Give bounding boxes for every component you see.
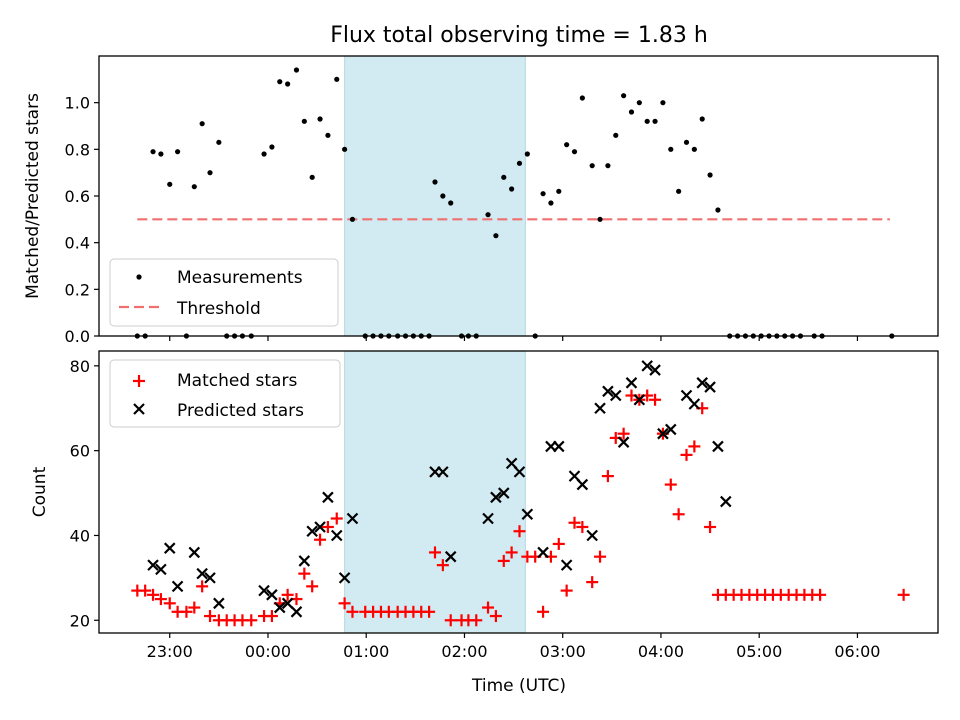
bottom-y-tick-label: 60 [70,442,90,461]
bottom-legend: Matched stars Predicted stars [110,360,340,427]
x-tick-label: 00:00 [245,642,291,661]
legend-matched-label: Matched stars [177,371,297,391]
measurement-point [564,142,569,147]
x-axis-label: Time (UTC) [471,676,566,696]
measurement-point [540,191,545,196]
measurement-point [294,67,299,72]
measurement-point [325,133,330,138]
measurement-point [629,109,634,114]
measurement-point [207,170,212,175]
measurement-point [261,151,266,156]
measurement-point [493,233,498,238]
measurement-point [715,207,720,212]
measurement-point [700,116,705,121]
measurement-point [310,175,315,180]
measurement-point [192,184,197,189]
measurement-point [285,81,290,86]
legend-measurements-label: Measurements [177,268,303,288]
measurement-point [302,119,307,124]
x-tick-label: 05:00 [736,642,782,661]
measurement-point [216,140,221,145]
measurement-point [556,189,561,194]
figure: Flux total observing time = 1.83 h 0.0 0.… [0,0,960,720]
measurement-point [501,175,506,180]
measurement-point [613,133,618,138]
x-tick-label: 04:00 [638,642,684,661]
legend-measurement-marker [136,274,141,279]
measurement-point [269,144,274,149]
measurement-point [572,149,577,154]
top-y-tick-label: 1.0 [65,94,90,113]
x-tick-label: 02:00 [441,642,487,661]
measurement-point [509,186,514,191]
measurement-point [277,79,282,84]
measurement-point [676,189,681,194]
measurement-point [637,100,642,105]
top-y-tick-label: 0.2 [65,280,90,299]
measurement-point [150,149,155,154]
measurement-point [440,193,445,198]
measurement-point [517,161,522,166]
measurement-point [660,100,665,105]
top-y-tick-label: 0.0 [65,327,90,346]
measurement-point [605,163,610,168]
top-y-axis-label: Matched/Predicted stars [23,93,43,299]
bottom-y-tick-label: 20 [70,611,90,630]
measurement-point [597,217,602,222]
measurement-point [167,182,172,187]
bottom-y-axis-label: Count [30,466,50,517]
measurement-point [317,116,322,121]
legend-predicted-label: Predicted stars [177,401,304,421]
observing-window-bottom [345,351,526,633]
chart-title: Flux total observing time = 1.83 h [330,23,708,48]
measurement-point [525,151,530,156]
measurement-point [580,95,585,100]
measurement-point [692,147,697,152]
measurement-point [175,149,180,154]
measurement-point [621,93,626,98]
measurement-point [668,147,673,152]
measurement-point [590,163,595,168]
x-tick-label: 01:00 [343,642,389,661]
x-tick-label: 06:00 [834,642,880,661]
measurement-point [684,140,689,145]
measurement-point [645,119,650,124]
top-y-tick-label: 0.6 [65,187,90,206]
measurement-point [652,119,657,124]
top-y-tick-label: 0.4 [65,234,90,253]
measurement-point [707,172,712,177]
measurement-point [350,217,355,222]
measurement-point [158,151,163,156]
measurement-point [485,212,490,217]
measurement-point [200,121,205,126]
measurement-point [334,77,339,82]
measurement-point [342,147,347,152]
bottom-y-tick-label: 40 [70,526,90,545]
measurement-point [432,179,437,184]
bottom-y-tick-label: 80 [70,357,90,376]
x-tick-label: 03:00 [540,642,586,661]
top-legend: Measurements Threshold [110,259,338,326]
legend-threshold-label: Threshold [176,299,261,319]
observing-window-top [345,56,526,336]
x-tick-label: 23:00 [147,642,193,661]
measurement-point [448,200,453,205]
measurement-point [548,200,553,205]
top-y-tick-label: 0.8 [65,140,90,159]
